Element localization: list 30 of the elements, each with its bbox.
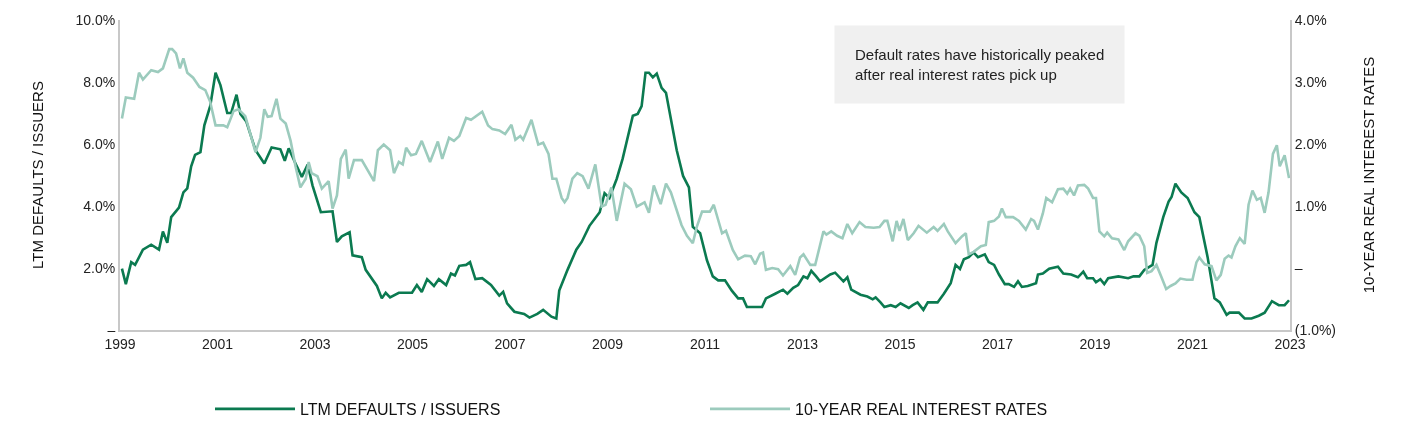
y2-tick-label: 2.0% (1294, 135, 1327, 152)
y2-tick-label: – (1294, 259, 1303, 276)
y2-tick-label: 1.0% (1294, 197, 1327, 214)
y-tick-label: 4.0% (83, 197, 116, 214)
y2-axis-title: 10-YEAR REAL INTEREST RATES (1359, 56, 1377, 294)
legend-label: 10-YEAR REAL INTEREST RATES (795, 401, 1048, 419)
y-tick-label: 6.0% (83, 135, 116, 152)
y2-tick-label: 3.0% (1294, 73, 1327, 90)
line-series (120, 71, 1290, 320)
x-tick-label: 2011 (689, 335, 721, 352)
y2-tick-label: 4.0% (1294, 11, 1327, 28)
x-tick-label: 2007 (494, 335, 526, 352)
x-tick-label: 2001 (201, 335, 234, 352)
x-tick-label: 2005 (396, 335, 429, 352)
y-axis-title: LTM DEFAULTS / ISSUERS (29, 81, 47, 269)
y-tick-label: 8.0% (83, 73, 116, 90)
x-tick-label: 2017 (981, 335, 1014, 352)
annotation: Default rates have historically peaked after real interest rates pick up (855, 46, 1105, 83)
y-tick-label: 10.0% (75, 11, 116, 28)
y-tick-label: 2.0% (83, 259, 116, 276)
x-tick-label: 2019 (1079, 335, 1111, 352)
legend-label: LTM DEFAULTS / ISSUERS (300, 401, 501, 419)
y-tick-label: – (107, 321, 116, 338)
x-tick-label: 2013 (786, 335, 819, 352)
x-tick-label: 2003 (299, 335, 331, 352)
line-series (120, 47, 1290, 291)
x-tick-label: 2015 (884, 335, 916, 352)
x-tick-label: 1999 (104, 335, 136, 352)
x-tick-label: 2009 (591, 335, 624, 352)
x-tick-label: 2021 (1176, 335, 1209, 352)
